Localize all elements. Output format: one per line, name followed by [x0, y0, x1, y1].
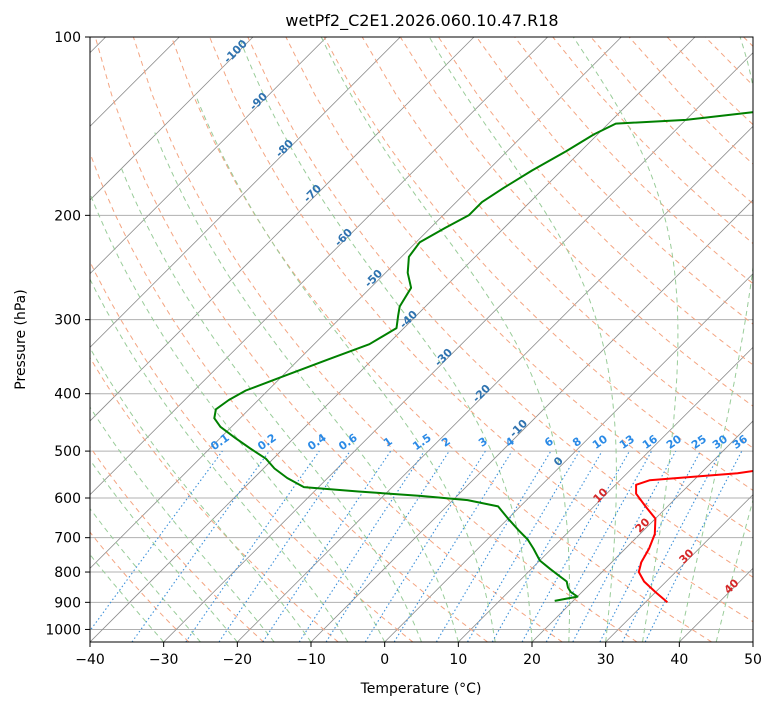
dry-adiabat-30 — [132, 37, 638, 642]
dry-adiabat-60 — [247, 37, 753, 578]
y-tick-label: 1000 — [45, 622, 81, 638]
x-axis-label: Temperature (°C) — [360, 681, 482, 697]
x-tick-label: −10 — [296, 652, 326, 668]
plot-frame — [89, 36, 754, 643]
dry-adiabat--10 — [90, 356, 339, 642]
isotherm--60 — [90, 37, 548, 496]
x-tick-label: 20 — [523, 652, 541, 668]
isotherm--30 — [163, 52, 753, 642]
mixing-ratio-lines — [90, 450, 743, 642]
axis-ticks: −40 −30 −20 −10 0 10 20 30 40 50 100 200 300 400 500 60… — [45, 30, 762, 668]
dry-adiabat-50 — [209, 37, 753, 623]
x-tick-label: −20 — [223, 652, 253, 668]
data-series — [213, 111, 753, 604]
isotherm--90 — [90, 37, 327, 275]
isotherm--20 — [237, 125, 753, 642]
moist-adiabat-30 — [428, 37, 617, 642]
y-tick-label: 700 — [54, 531, 81, 547]
isotherm--100 — [90, 37, 254, 201]
y-axis-label: Pressure (hPa) — [13, 289, 29, 389]
dry-adiabat-20 — [94, 37, 563, 642]
dry-adiabat-40 — [171, 37, 712, 642]
temperature-line — [635, 469, 753, 604]
y-tick-label: 400 — [54, 387, 81, 403]
dry-adiabat-100 — [399, 37, 753, 407]
moist-adiabat-5 — [119, 165, 422, 642]
moist-adiabat--10 — [90, 347, 312, 642]
mixing-ratio-line-4 — [262, 450, 392, 642]
horizontal-grid — [90, 37, 753, 630]
x-tick-label: 30 — [597, 652, 615, 668]
mixing-ratio-line-1 — [131, 450, 270, 642]
plot-area — [90, 37, 753, 642]
dry-adiabat-0 — [90, 260, 414, 642]
mixing-ratio-line-8 — [393, 450, 513, 642]
isotherm-0 — [384, 273, 753, 642]
y-tick-label: 600 — [54, 491, 81, 507]
chart-title: wetPf2_C2E1.2026.060.10.47.R18 — [285, 11, 558, 31]
mixing-ratio-line-0 — [90, 450, 223, 632]
y-tick-label: 100 — [54, 30, 81, 46]
mixing-ratio-line-13 — [545, 450, 653, 642]
dry-adiabat--20 — [90, 446, 264, 642]
isotherm--70 — [90, 37, 475, 422]
isotherm-20 — [531, 420, 753, 642]
y-tick-label: 800 — [54, 565, 81, 581]
x-tick-label: −30 — [149, 652, 179, 668]
x-tick-label: 10 — [449, 652, 467, 668]
moist-adiabat--5 — [90, 278, 349, 642]
moist-adiabat-25 — [320, 37, 571, 642]
moist-adiabat-15 — [194, 94, 496, 642]
mixing-ratio-line-6 — [325, 450, 450, 642]
moist-adiabat-35 — [572, 37, 679, 642]
moist-adiabat-0 — [90, 195, 386, 642]
skewed-isotherms — [90, 37, 753, 642]
y-tick-label: 200 — [54, 208, 81, 224]
x-tick-label: −40 — [75, 652, 105, 668]
moist-adiabats — [90, 37, 753, 642]
mixing-ratio-line-14 — [572, 450, 677, 642]
x-tick-label: 40 — [670, 652, 688, 668]
isotherm-30 — [605, 494, 753, 642]
mixing-ratio-line-3 — [218, 450, 351, 642]
moist-adiabat--20 — [90, 459, 238, 642]
y-tick-label: 300 — [54, 313, 81, 329]
isotherm-10 — [458, 346, 753, 642]
x-tick-label: 50 — [744, 652, 762, 668]
moist-adiabat-20 — [238, 37, 533, 642]
mixing-ratio-line-12 — [521, 450, 630, 642]
isotherm--50 — [90, 37, 622, 569]
moist-adiabat--15 — [90, 406, 275, 642]
dry-adiabats — [90, 37, 753, 642]
x-tick-label: 0 — [380, 652, 389, 668]
mixing-ratio-line-17 — [644, 450, 743, 642]
mixing-ratio-line-2 — [185, 450, 320, 642]
y-tick-label: 900 — [54, 595, 81, 611]
isotherm--80 — [90, 37, 401, 348]
y-tick-label: 500 — [54, 444, 81, 460]
dewpoint-line — [213, 111, 753, 602]
dry-adiabat-130 — [514, 37, 753, 285]
dry-adiabat--30 — [90, 531, 190, 642]
dry-adiabat-90 — [361, 37, 753, 449]
